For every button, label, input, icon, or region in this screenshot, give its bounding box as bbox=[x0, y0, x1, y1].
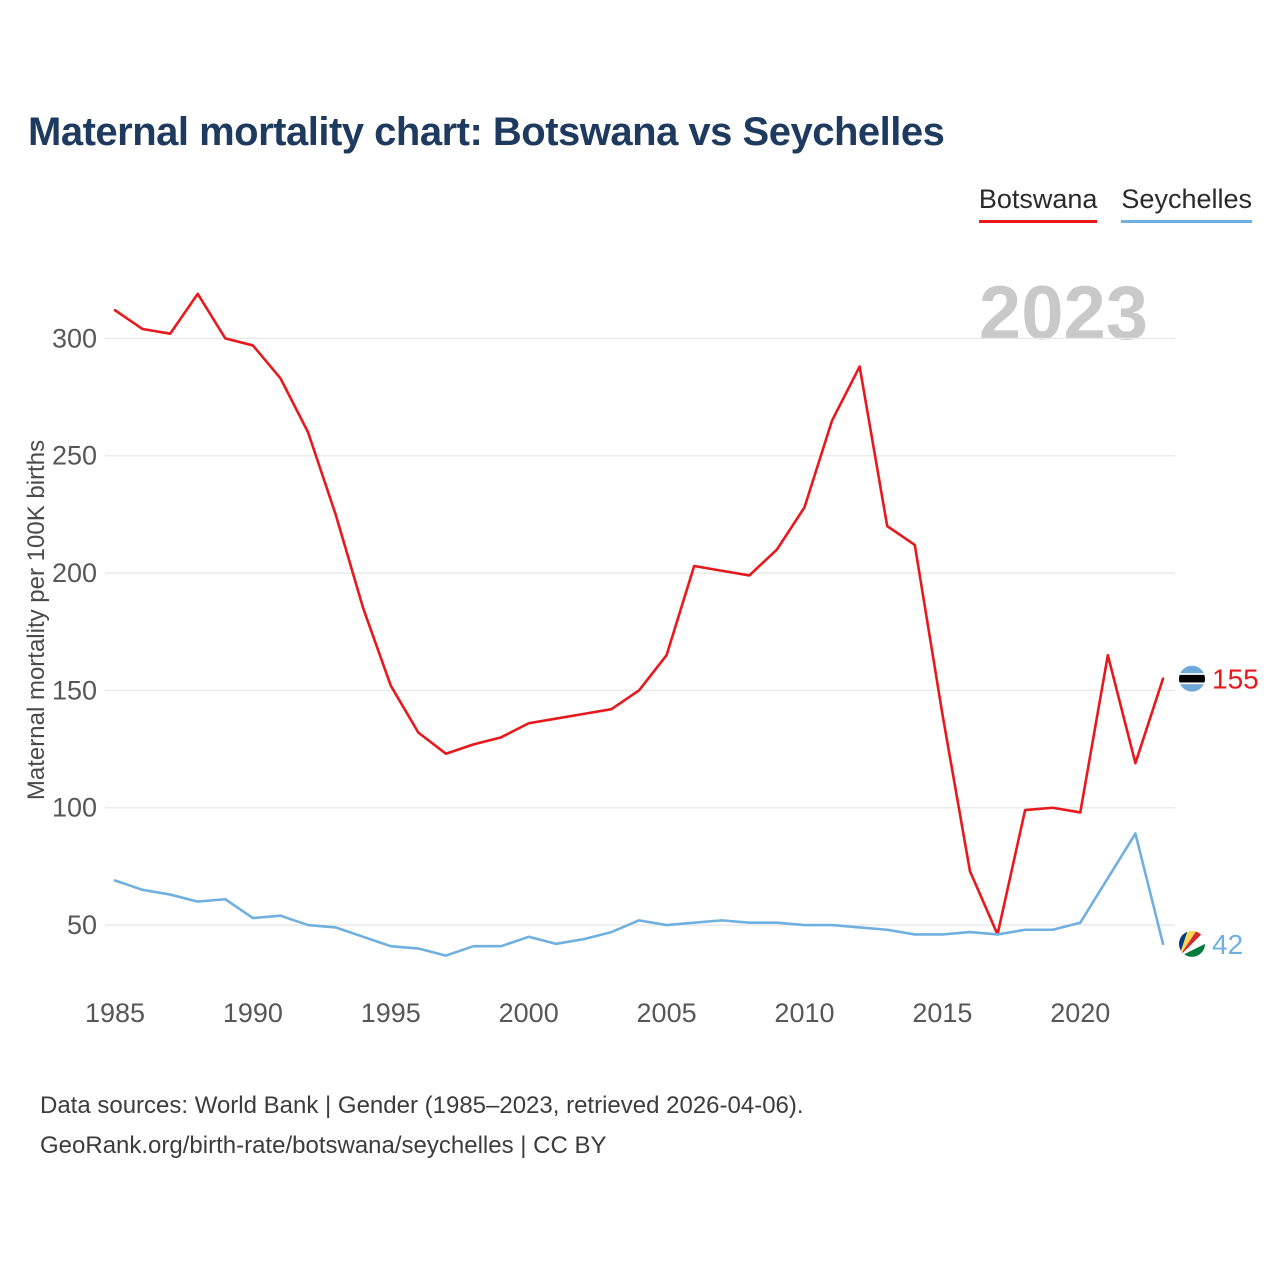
y-tick-label: 200 bbox=[52, 558, 97, 588]
y-tick-label: 150 bbox=[52, 675, 97, 705]
x-tick-label: 2005 bbox=[637, 998, 697, 1028]
botswana-flag-icon bbox=[1179, 665, 1205, 692]
footer: Data sources: World Bank | Gender (1985–… bbox=[40, 1086, 804, 1166]
series-line-botswana bbox=[113, 292, 1165, 936]
end-value-label-botswana: 155 bbox=[1212, 664, 1259, 695]
series-line-seychelles bbox=[113, 832, 1165, 957]
x-tick-label: 1985 bbox=[85, 998, 145, 1028]
end-value-label-seychelles: 42 bbox=[1212, 929, 1243, 960]
x-tick-label: 2000 bbox=[499, 998, 559, 1028]
x-tick-label: 2010 bbox=[774, 998, 834, 1028]
x-tick-label: 2015 bbox=[912, 998, 972, 1028]
legend-item-botswana[interactable]: Botswana bbox=[978, 184, 1098, 223]
y-tick-label: 50 bbox=[67, 910, 97, 940]
footer-source-line: Data sources: World Bank | Gender (1985–… bbox=[40, 1092, 804, 1119]
y-axis-title: Maternal mortality per 100K births bbox=[23, 440, 50, 800]
y-tick-label: 100 bbox=[52, 793, 97, 823]
y-tick-label: 300 bbox=[52, 323, 97, 353]
chart-area: 50 100 150 200 250 300 1985 1990 1995 2000 2005 201… bbox=[0, 230, 1280, 1060]
page-title: Maternal mortality chart: Botswana vs Se… bbox=[28, 110, 945, 154]
chart-svg: 50 100 150 200 250 300 1985 1990 1995 2000 2005 201… bbox=[23, 292, 1259, 1028]
legend-label-seychelles: Seychelles bbox=[1121, 184, 1252, 214]
seychelles-flag-icon bbox=[1179, 930, 1205, 957]
x-tick-label: 1995 bbox=[361, 998, 421, 1028]
legend-item-seychelles[interactable]: Seychelles bbox=[1121, 184, 1252, 223]
legend: Botswana Seychelles bbox=[978, 184, 1252, 223]
footer-attribution-line: GeoRank.org/birth-rate/botswana/seychell… bbox=[40, 1132, 607, 1159]
y-tick-label: 250 bbox=[52, 441, 97, 471]
x-tick-label: 2020 bbox=[1050, 998, 1110, 1028]
x-tick-label: 1990 bbox=[223, 998, 283, 1028]
legend-label-botswana: Botswana bbox=[978, 184, 1098, 214]
